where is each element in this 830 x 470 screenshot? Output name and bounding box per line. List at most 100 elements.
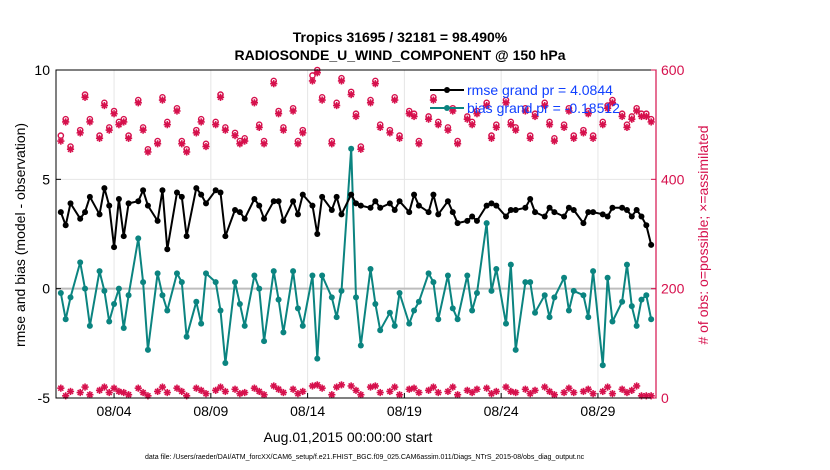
obs-assimilated-stroke: [599, 388, 606, 395]
obs-assimilated-stroke: [251, 99, 258, 106]
obs-assimilated-marker: [120, 118, 128, 126]
obs-assimilated-stroke: [352, 113, 360, 120]
obs-assimilated-stroke: [193, 385, 200, 392]
obs-assimilated-marker: [642, 112, 650, 121]
obs-assimilated-stroke: [430, 96, 437, 104]
obs-assimilated-stroke: [541, 383, 548, 391]
obs-assimilated-stroke: [96, 135, 103, 142]
rmse-point: [648, 241, 655, 248]
obs-assimilated-marker: [565, 107, 573, 115]
obs-assimilated-stroke: [590, 135, 597, 142]
obs-assimilated-stroke: [502, 383, 510, 391]
rmse-point: [483, 202, 490, 209]
obs-assimilated-marker: [216, 93, 225, 101]
obs-assimilated-stroke: [560, 124, 568, 131]
x-tick-label: 08/19: [387, 403, 422, 419]
rmse-point: [473, 217, 480, 224]
obs-assimilated-marker: [463, 115, 471, 123]
bias-point: [67, 294, 74, 301]
obs-assimilated-stroke: [628, 116, 635, 123]
x-axis-label: Aug.01,2015 00:00:00 start: [264, 429, 433, 445]
bias-point: [120, 325, 127, 332]
obs-assimilated-stroke: [241, 137, 248, 145]
bias-point: [493, 265, 500, 272]
bias-point: [527, 279, 534, 286]
obs-assimilated-stroke: [377, 124, 384, 131]
obs-assimilated-marker: [270, 80, 278, 88]
obs-assimilated-stroke: [493, 388, 500, 395]
rmse-point: [96, 211, 103, 218]
obs-assimilated-marker: [608, 99, 617, 107]
obs-bottom-marker: [250, 384, 258, 392]
obs-assimilated-stroke: [648, 118, 655, 126]
obs-bottom-marker: [454, 391, 462, 399]
obs-bottom-marker: [550, 391, 558, 399]
obs-assimilated-stroke: [231, 132, 239, 139]
obs-bottom-marker: [139, 388, 147, 397]
bias-point: [173, 270, 180, 277]
obs-bottom-marker: [633, 382, 641, 390]
y-left-tick-label: 10: [34, 62, 50, 78]
rmse-point: [628, 213, 635, 220]
rmse-point: [101, 185, 108, 192]
obs-assimilated-stroke: [125, 391, 132, 398]
obs-assimilated-marker: [502, 99, 510, 107]
obs-assimilated-stroke: [270, 382, 277, 390]
obs-assimilated-stroke: [280, 389, 287, 396]
rmse-point: [111, 244, 118, 251]
bias-point: [473, 290, 480, 297]
rmse-point: [377, 204, 384, 211]
right-axis-label: # of obs: o=possible; ×=assimilated: [695, 125, 711, 344]
obs-assimilated-stroke: [551, 391, 558, 398]
bias-point: [367, 265, 374, 272]
x-tick-label: 08/24: [484, 403, 519, 419]
obs-assimilated-stroke: [110, 385, 118, 392]
obs-assimilated-marker: [545, 121, 554, 129]
rmse-point: [280, 217, 287, 224]
obs-assimilated-stroke: [86, 118, 93, 126]
obs-assimilated-marker: [366, 99, 375, 107]
obs-assimilated-stroke: [357, 146, 364, 153]
bias-point: [633, 322, 640, 329]
obs-assimilated-stroke: [469, 121, 476, 128]
obs-bottom-marker: [57, 384, 65, 392]
obs-bottom-marker: [274, 385, 283, 393]
bias-point: [256, 285, 263, 292]
obs-bottom-marker: [212, 386, 220, 394]
rmse-point: [353, 200, 359, 207]
obs-assimilated-stroke: [256, 388, 263, 395]
rmse-point: [256, 202, 263, 209]
obs-bottom-marker: [352, 386, 360, 394]
bias-point: [464, 272, 471, 279]
bias-point: [411, 307, 418, 314]
bias-point: [348, 145, 355, 152]
rmse-point: [503, 213, 509, 220]
obs-assimilated-stroke: [81, 383, 89, 391]
obs-assimilated-stroke: [217, 94, 224, 101]
bias-point: [290, 268, 297, 275]
rmse-point: [67, 200, 74, 207]
obs-assimilated-stroke: [178, 140, 185, 147]
axis-ticks: 08/04 08/09 08/14 08/19 08/24 08/29 -5 0 5 10 0 200…: [34, 62, 684, 419]
bias-point: [232, 279, 239, 286]
footer-data-file: data file: /Users/raeder/DAI/ATM_forcXX/…: [145, 454, 585, 461]
obs-bottom-marker: [178, 387, 186, 396]
rmse-point: [232, 206, 239, 213]
obs-assimilated-stroke: [135, 385, 142, 392]
rmse-point: [609, 204, 616, 211]
rmse-point: [623, 206, 630, 213]
rmse-point: [633, 206, 640, 213]
obs-assimilated-stroke: [546, 388, 553, 395]
rmse-point: [469, 213, 476, 220]
bias-point: [396, 290, 403, 297]
obs-assimilated-marker: [487, 134, 496, 142]
bias-point: [275, 296, 282, 303]
obs-assimilated-marker: [163, 121, 171, 129]
obs-assimilated-stroke: [62, 392, 69, 399]
rmse-point: [193, 185, 200, 192]
obs-bottom-marker: [424, 386, 433, 394]
obs-bottom-marker: [429, 383, 438, 391]
obs-bottom-marker: [531, 386, 539, 394]
obs-assimilated-marker: [468, 121, 476, 129]
